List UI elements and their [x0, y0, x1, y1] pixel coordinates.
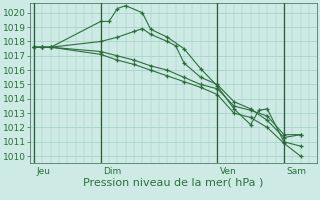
X-axis label: Pression niveau de la mer( hPa ): Pression niveau de la mer( hPa ) — [84, 177, 264, 187]
Text: Jeu: Jeu — [36, 167, 51, 176]
Text: Dim: Dim — [103, 167, 122, 176]
Text: Ven: Ven — [220, 167, 236, 176]
Text: Sam: Sam — [286, 167, 307, 176]
